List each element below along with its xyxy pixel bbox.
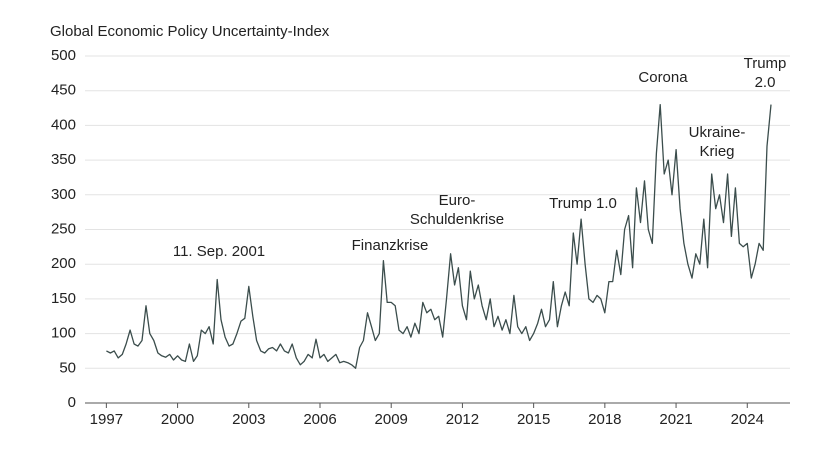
x-tick-label: 2009 xyxy=(375,411,408,428)
y-tick-label: 350 xyxy=(51,151,76,168)
x-tick-label: 2006 xyxy=(303,411,336,428)
x-tick-label: 2015 xyxy=(517,411,550,428)
y-tick-label: 500 xyxy=(51,47,76,64)
y-tick-label: 400 xyxy=(51,116,76,133)
annotation: Corona xyxy=(638,69,688,86)
x-tick-label: 2012 xyxy=(446,411,479,428)
y-tick-label: 0 xyxy=(68,394,76,411)
y-tick-label: 300 xyxy=(51,186,76,203)
y-tick-label: 50 xyxy=(59,359,76,376)
y-tick-label: 450 xyxy=(51,82,76,99)
annotation: 2.0 xyxy=(755,74,776,91)
y-tick-label: 200 xyxy=(51,255,76,272)
y-tick-label: 100 xyxy=(51,325,76,342)
annotation: Euro- xyxy=(439,192,476,209)
annotation: Trump 1.0 xyxy=(549,195,617,212)
x-tick-label: 2000 xyxy=(161,411,194,428)
annotation: Schuldenkrise xyxy=(410,211,504,228)
annotation: 11. Sep. 2001 xyxy=(173,243,265,260)
annotation: Krieg xyxy=(699,143,734,160)
annotation: Finanzkrise xyxy=(352,237,429,254)
y-tick-label: 250 xyxy=(51,220,76,237)
annotation: Trump xyxy=(744,55,787,72)
data-line xyxy=(106,103,772,369)
y-tick-label: 150 xyxy=(51,290,76,307)
chart-title: Global Economic Policy Uncertainty-Index xyxy=(50,23,330,40)
x-tick-label: 2003 xyxy=(232,411,265,428)
x-tick-label: 1997 xyxy=(90,411,123,428)
x-tick-label: 2018 xyxy=(588,411,621,428)
annotation: Ukraine- xyxy=(689,124,746,141)
x-tick-label: 2021 xyxy=(659,411,692,428)
x-tick-label: 2024 xyxy=(731,411,764,428)
